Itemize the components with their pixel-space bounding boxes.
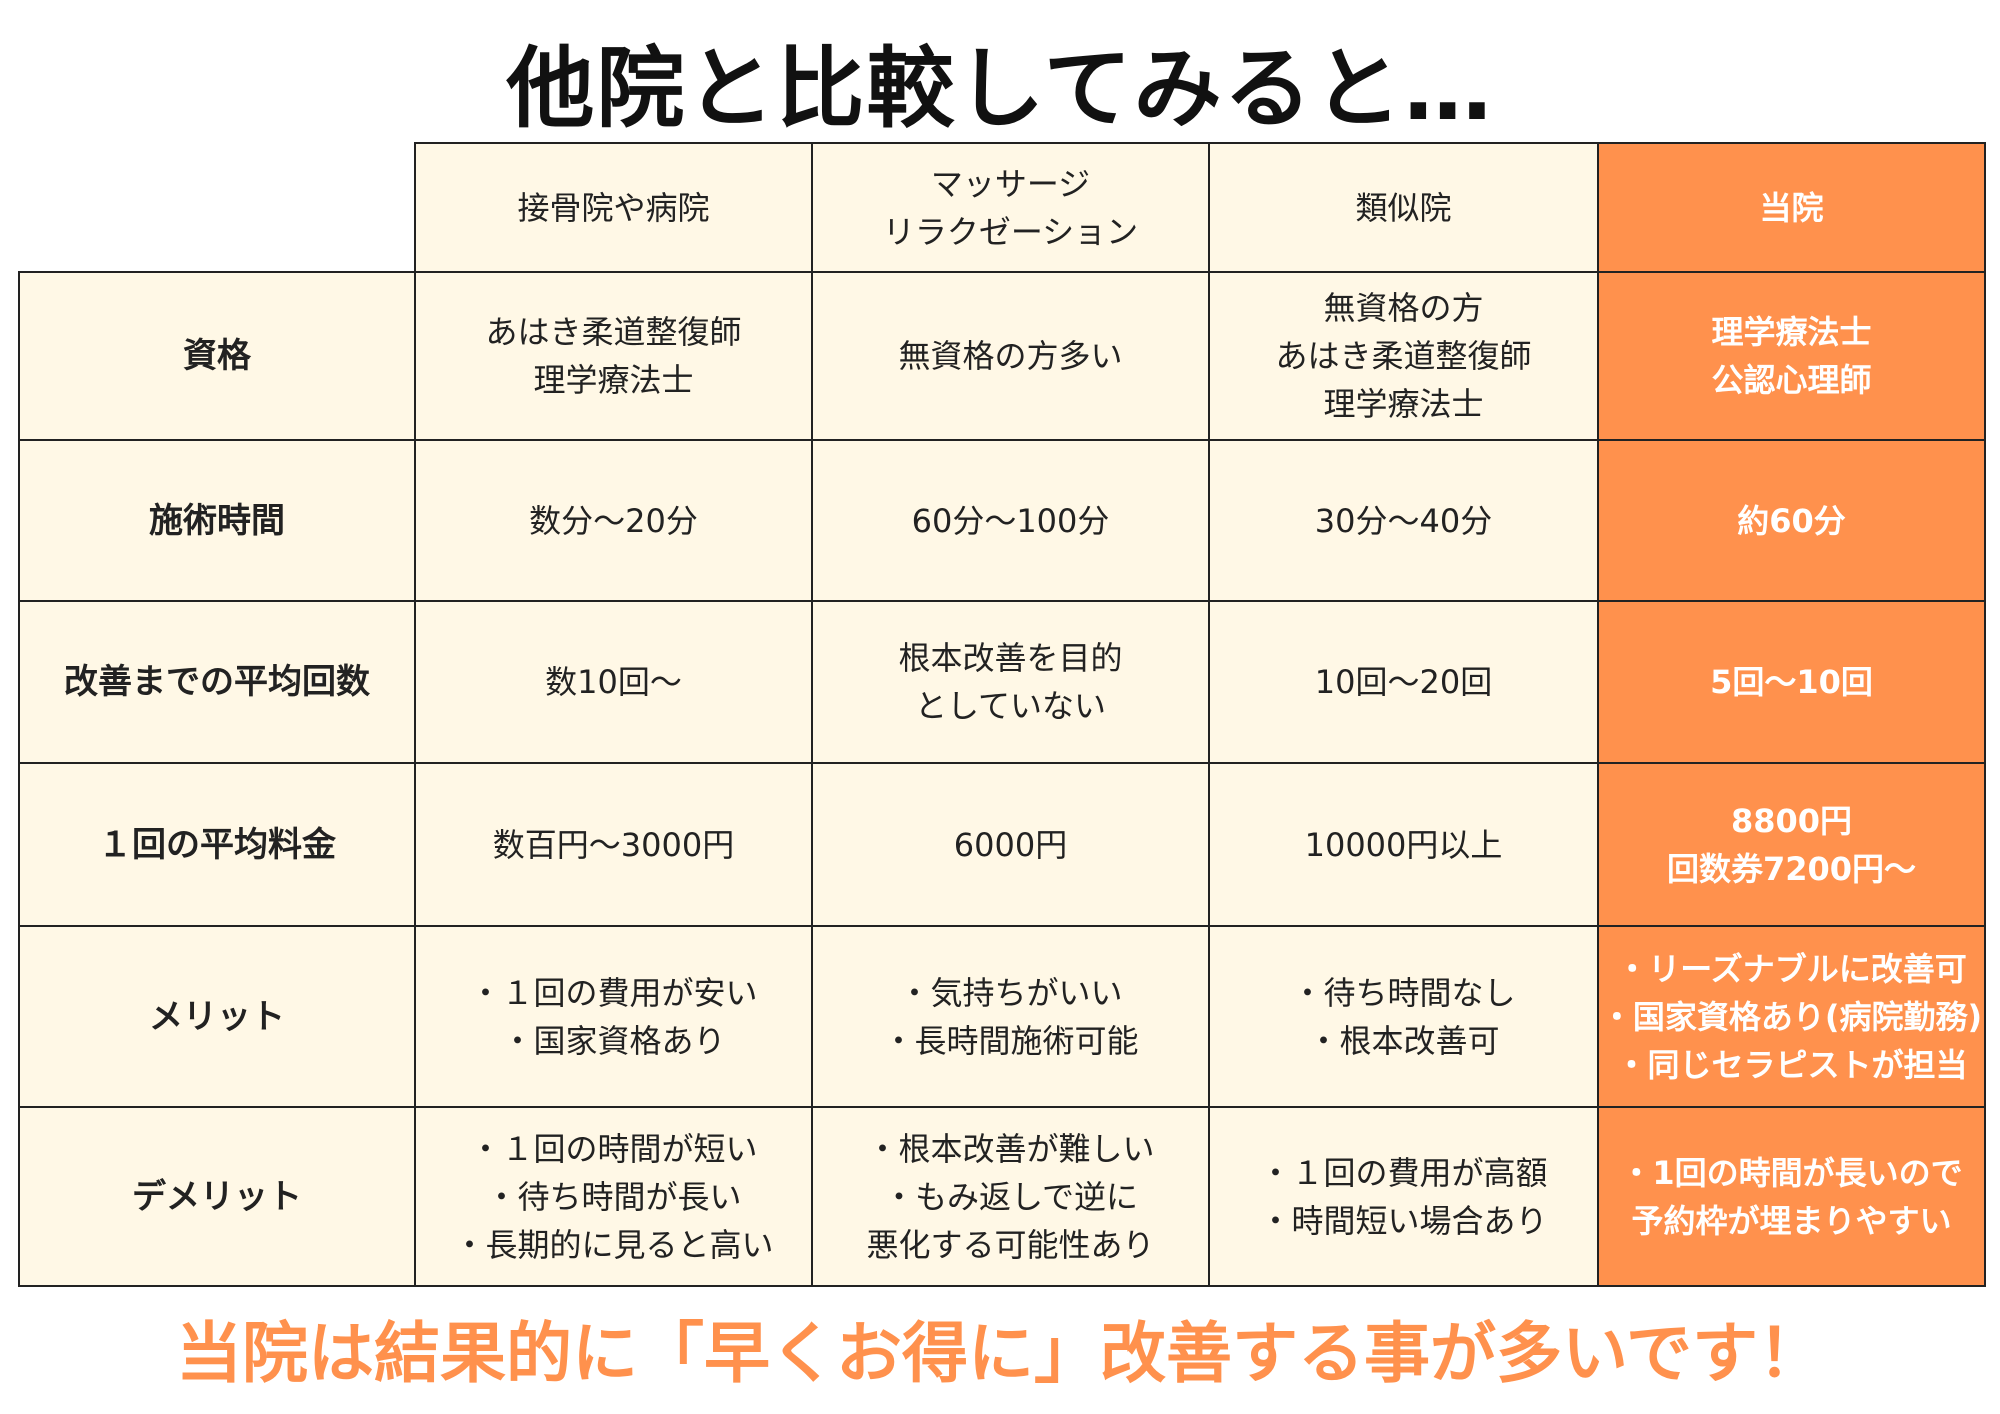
- cell-line: ・１回の費用が高額: [1259, 1153, 1548, 1192]
- table-cell: 8800円回数券7200円〜: [1597, 762, 1986, 927]
- cell-line: 悪化する可能性あり: [866, 1225, 1155, 1264]
- table-cell: 10000円以上: [1208, 762, 1599, 927]
- cell-line: 数分〜20分: [529, 501, 698, 540]
- cell-line: ・待ち時間なし: [1291, 973, 1516, 1012]
- cell-line: としていない: [914, 687, 1107, 725]
- row-label: 資格: [18, 271, 416, 441]
- cell-line: 公認心理師: [1711, 361, 1872, 399]
- row-label: 施術時間: [18, 439, 416, 602]
- table-cell: あはき柔道整復師 理学療法士: [414, 271, 813, 441]
- table-cell: 約60分: [1597, 439, 1986, 602]
- table-cell: 数分〜20分: [414, 439, 813, 602]
- table-cell: 数百円〜3000円: [414, 762, 813, 927]
- page-title: 他院と比較してみると…: [506, 37, 1494, 140]
- column-header: 接骨院や病院: [414, 142, 813, 273]
- cell-line: 数10回〜: [545, 663, 682, 701]
- table-cell: 60分〜100分: [811, 439, 1210, 602]
- cell-line: 5回〜10回: [1710, 663, 1873, 701]
- column-header: マッサージリラクゼーション: [811, 142, 1210, 273]
- cell-line: 60分〜100分: [911, 501, 1110, 540]
- table-cell: ・気持ちがいい ・長時間施術可能: [811, 925, 1210, 1108]
- cell-line: ・根本改善が難しい: [866, 1129, 1155, 1168]
- comparison-table: 接骨院や病院 マッサージ リラクゼーション 類似院 当院 資格 あはき柔道整復師 理学療法士無…: [18, 142, 1986, 1287]
- table-cell: 30分〜40分: [1208, 439, 1599, 602]
- cell-line: 無資格の方多い: [898, 337, 1123, 375]
- cell-line: ・長期的に見ると高い: [453, 1225, 774, 1264]
- cell-line: ・気持ちがいい: [898, 973, 1123, 1012]
- cell-line: ・1回の時間が長いので: [1620, 1153, 1963, 1192]
- cell-line: ・１回の時間が短い: [469, 1129, 758, 1168]
- cell-line: ・同じセラピストが担当: [1615, 1045, 1968, 1084]
- cell-line: 当院: [1759, 188, 1824, 227]
- cell-line: 類似院: [1355, 188, 1452, 227]
- corner-empty: [18, 142, 416, 273]
- cell-line: 理学療法士: [1323, 385, 1484, 423]
- cell-line: 接骨院や病院: [517, 188, 710, 227]
- cell-line: ・根本改善可: [1307, 1021, 1500, 1060]
- cell-line: 無資格の方: [1323, 289, 1484, 327]
- table-cell: ・１回の費用が高額 ・時間短い場合あり: [1208, 1106, 1599, 1287]
- table-cell: ・根本改善が難しい ・もみ返しで逆に 悪化する可能性あり: [811, 1106, 1210, 1287]
- row-label: 改善までの平均回数: [18, 600, 416, 764]
- cell-line: ・リーズナブルに改善可: [1616, 949, 1967, 988]
- cell-line: ・国家資格あり(病院勤務): [1600, 997, 1983, 1036]
- row-label: １回の平均料金: [18, 762, 416, 927]
- table-cell: 5回〜10回: [1597, 600, 1986, 764]
- cell-line: 8800円: [1730, 801, 1853, 840]
- table-cell: ・１回の時間が短い ・待ち時間が長い ・長期的に見ると高い: [414, 1106, 813, 1287]
- row-label: メリット: [18, 925, 416, 1108]
- table-cell: 無資格の方あはき柔道整復師 理学療法士: [1208, 271, 1599, 441]
- table-cell: ・リーズナブルに改善可 ・国家資格あり(病院勤務) ・同じセラピストが担当: [1597, 925, 1986, 1108]
- table-cell: 10回〜20回: [1208, 600, 1599, 764]
- cell-line: ・待ち時間が長い: [485, 1177, 742, 1216]
- row-label: デメリット: [18, 1106, 416, 1287]
- table-cell: ・待ち時間なし ・根本改善可: [1208, 925, 1599, 1108]
- cell-line: マッサージ: [930, 164, 1091, 203]
- table-cell: ・1回の時間が長いので 予約枠が埋まりやすい: [1597, 1106, 1986, 1287]
- cell-line: 回数券7200円〜: [1666, 849, 1917, 888]
- cell-line: 理学療法士: [533, 361, 694, 399]
- cell-line: 数百円〜3000円: [492, 825, 735, 864]
- cell-line: ・もみ返しで逆に: [882, 1177, 1139, 1216]
- cell-line: ・長時間施術可能: [882, 1021, 1139, 1060]
- cell-line: あはき柔道整復師: [485, 313, 742, 351]
- cell-line: 10回〜20回: [1314, 663, 1493, 701]
- column-header: 当院: [1597, 142, 1986, 273]
- cell-line: 約60分: [1737, 501, 1846, 540]
- cell-line: ・国家資格あり: [501, 1021, 726, 1060]
- cell-line: ・時間短い場合あり: [1259, 1201, 1548, 1240]
- cell-line: 30分〜40分: [1314, 501, 1493, 540]
- cell-line: 根本改善を目的: [898, 639, 1123, 677]
- table-cell: 根本改善を目的 としていない: [811, 600, 1210, 764]
- cell-line: 予約枠が埋まりやすい: [1631, 1201, 1952, 1240]
- cell-line: ・１回の費用が安い: [469, 973, 758, 1012]
- column-header: 類似院: [1208, 142, 1599, 273]
- cell-line: リラクゼーション: [882, 212, 1139, 251]
- cell-line: 6000円: [953, 825, 1068, 864]
- table-cell: 無資格の方多い: [811, 271, 1210, 441]
- table-cell: 理学療法士公認心理師: [1597, 271, 1986, 441]
- cell-line: 理学療法士: [1711, 313, 1872, 351]
- table-cell: 6000円: [811, 762, 1210, 927]
- table-cell: 数10回〜: [414, 600, 813, 764]
- cell-line: 10000円以上: [1304, 825, 1503, 864]
- table-cell: ・１回の費用が安い ・国家資格あり: [414, 925, 813, 1108]
- cell-line: あはき柔道整復師: [1275, 337, 1532, 375]
- footer-tagline: 当院は結果的に「早くお得に」改善する事が多いです！: [175, 1315, 1825, 1392]
